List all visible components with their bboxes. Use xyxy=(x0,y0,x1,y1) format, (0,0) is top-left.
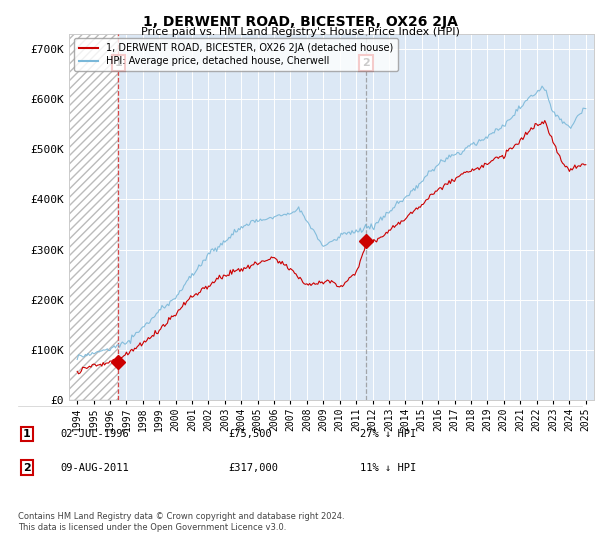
Text: 1, DERWENT ROAD, BICESTER, OX26 2JA: 1, DERWENT ROAD, BICESTER, OX26 2JA xyxy=(143,15,457,29)
Text: £75,500: £75,500 xyxy=(228,429,272,439)
Text: £317,000: £317,000 xyxy=(228,463,278,473)
Text: Contains HM Land Registry data © Crown copyright and database right 2024.
This d: Contains HM Land Registry data © Crown c… xyxy=(18,512,344,532)
Legend: 1, DERWENT ROAD, BICESTER, OX26 2JA (detached house), HPI: Average price, detach: 1, DERWENT ROAD, BICESTER, OX26 2JA (det… xyxy=(74,39,398,71)
Text: 11% ↓ HPI: 11% ↓ HPI xyxy=(360,463,416,473)
Text: Price paid vs. HM Land Registry's House Price Index (HPI): Price paid vs. HM Land Registry's House … xyxy=(140,27,460,37)
Text: 27% ↓ HPI: 27% ↓ HPI xyxy=(360,429,416,439)
Bar xyxy=(69,34,118,400)
Bar xyxy=(69,34,118,400)
Text: 2: 2 xyxy=(362,58,370,68)
Text: 09-AUG-2011: 09-AUG-2011 xyxy=(60,463,129,473)
Text: 1: 1 xyxy=(115,58,122,68)
Text: 02-JUL-1996: 02-JUL-1996 xyxy=(60,429,129,439)
Text: 2: 2 xyxy=(23,463,31,473)
Text: 1: 1 xyxy=(23,429,31,439)
